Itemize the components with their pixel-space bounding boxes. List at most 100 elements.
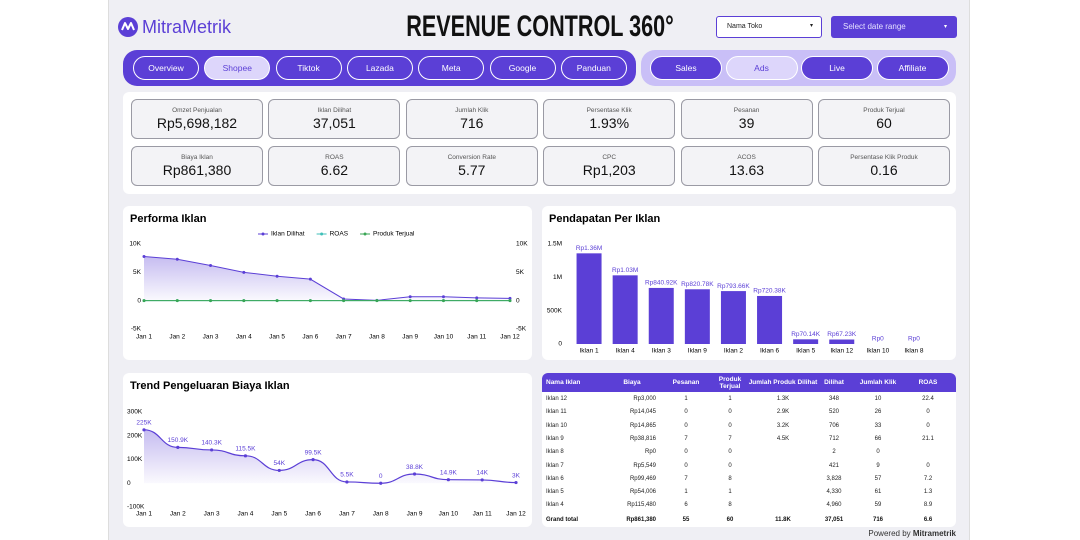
platform-tab[interactable]: Panduan (560, 56, 627, 80)
point (342, 299, 346, 303)
y-tick-label: -5K (131, 326, 142, 333)
point (175, 299, 179, 303)
table-cell: Iklan 12 (546, 396, 568, 402)
point (275, 274, 279, 278)
platform-tab[interactable]: Shopee (204, 56, 271, 80)
point (176, 445, 180, 450)
x-tick-label: Iklan 1 (579, 348, 599, 355)
x-tick-label: Jan 2 (169, 334, 185, 341)
table-cell: 7 (728, 435, 732, 442)
table-cell: Rp38,816 (629, 435, 656, 442)
x-tick-label: Iklan 3 (652, 348, 672, 355)
section-tab[interactable]: Ads (725, 56, 798, 80)
point (311, 458, 315, 462)
point (475, 299, 479, 303)
table-cell: 3.2K (776, 422, 790, 429)
x-tick-label: Iklan 8 (904, 348, 924, 355)
table-cell: 59 (874, 502, 882, 509)
x-tick-label: Jan 3 (203, 334, 219, 341)
y2-tick-label: -5K (516, 326, 527, 333)
x-tick-label: Jan 8 (369, 334, 385, 341)
table-cell: 10 (874, 396, 882, 402)
table-cell: 8 (728, 475, 732, 482)
chart-title: Pendapatan Per Iklan (549, 213, 661, 225)
table-cell: 1 (728, 489, 732, 496)
table-cell: Rp115,480 (627, 502, 656, 509)
table-total-cell: 6.6 (923, 517, 933, 523)
legend-swatch (320, 232, 324, 236)
point (142, 299, 146, 303)
y-tick-label: 100K (127, 456, 143, 463)
table-cell: 4,330 (826, 489, 842, 496)
table-cell: 0 (926, 409, 930, 416)
kpi-card: Iklan Dilihat 37,051 (268, 99, 401, 139)
kpi-label: Conversion Rate (447, 154, 496, 161)
platform-tab[interactable]: Meta (418, 56, 485, 80)
y-tick-label: 1.5M (548, 241, 562, 248)
kpi-label: Persentase Klik Produk (850, 154, 918, 161)
point (508, 299, 512, 303)
kpi-card: CPC Rp1,203 (543, 146, 676, 186)
data-label: 225K (136, 420, 152, 427)
data-label: 54K (273, 460, 285, 467)
data-label: 140.3K (201, 440, 222, 447)
section-tab[interactable]: Live (801, 56, 873, 80)
kpi-card: Produk Terjual 60 (818, 99, 950, 139)
table-header-cell: ROAS (918, 379, 938, 386)
table-cell: Rp5,549 (633, 462, 656, 469)
section-tab[interactable]: Affiliate (876, 56, 949, 80)
table-cell: 7 (684, 435, 688, 442)
data-label: Rp720.38K (753, 288, 786, 295)
line (143, 429, 517, 484)
logo-icon (118, 17, 138, 37)
table-cell: Rp14,045 (629, 409, 656, 416)
table-cell: Iklan 6 (546, 475, 564, 482)
kpi-label: CPC (602, 154, 617, 161)
table-header-cell: Biaya (623, 379, 641, 386)
platform-tab[interactable]: Tiktok (275, 56, 342, 80)
kpi-label: ACOS (737, 154, 756, 161)
section-tab[interactable]: Sales (650, 56, 722, 80)
x-tick-label: Iklan 5 (796, 348, 816, 355)
platform-tab[interactable]: Lazada (346, 56, 413, 80)
point (142, 254, 146, 258)
chart-title: Performa Iklan (130, 213, 207, 225)
table-cell: 0 (684, 422, 688, 429)
point (242, 270, 246, 274)
kpi-label: Persentase Klik (586, 107, 632, 114)
table-cell: Iklan 5 (546, 489, 564, 496)
kpi-card: Conversion Rate 5.77 (405, 146, 538, 186)
dropdown-caret: ▾ (943, 24, 947, 30)
table-cell: 22.4 (922, 396, 934, 402)
kpi-value: 716 (460, 115, 484, 131)
table-total-cell: 60 (726, 517, 734, 523)
point (277, 468, 281, 473)
kpi-value: 60 (876, 115, 892, 131)
point (345, 480, 349, 484)
kpi-value: 5.77 (458, 162, 486, 178)
table-cell: 1 (684, 396, 688, 402)
date-select[interactable]: Select date range ▾ (831, 16, 957, 38)
point (209, 299, 213, 303)
bar (684, 289, 710, 344)
kpi-label: Biaya Iklan (181, 154, 213, 161)
table-cell: 0 (684, 449, 688, 456)
table-cell: 9 (876, 462, 880, 469)
x-tick-label: Jan 4 (238, 511, 254, 518)
table-cell: 0 (728, 462, 732, 469)
x-tick-label: Jan 7 (339, 511, 355, 518)
store-select[interactable]: Nama Toko ▾ (716, 16, 822, 38)
chart-panel (542, 206, 956, 360)
x-tick-label: Jan 1 (136, 511, 152, 518)
x-tick-label: Iklan 4 (616, 348, 636, 355)
point (209, 264, 213, 268)
platform-tab[interactable]: Google (489, 56, 556, 80)
kpi-value: Rp861,380 (162, 162, 232, 178)
table-cell: 2 (832, 449, 836, 456)
table-header-cell: Dilihat (824, 379, 844, 386)
table-cell: 0 (728, 422, 732, 429)
table-cell: 1 (728, 396, 732, 402)
table-cell: 0 (728, 409, 732, 416)
platform-tab[interactable]: Overview (133, 56, 199, 80)
